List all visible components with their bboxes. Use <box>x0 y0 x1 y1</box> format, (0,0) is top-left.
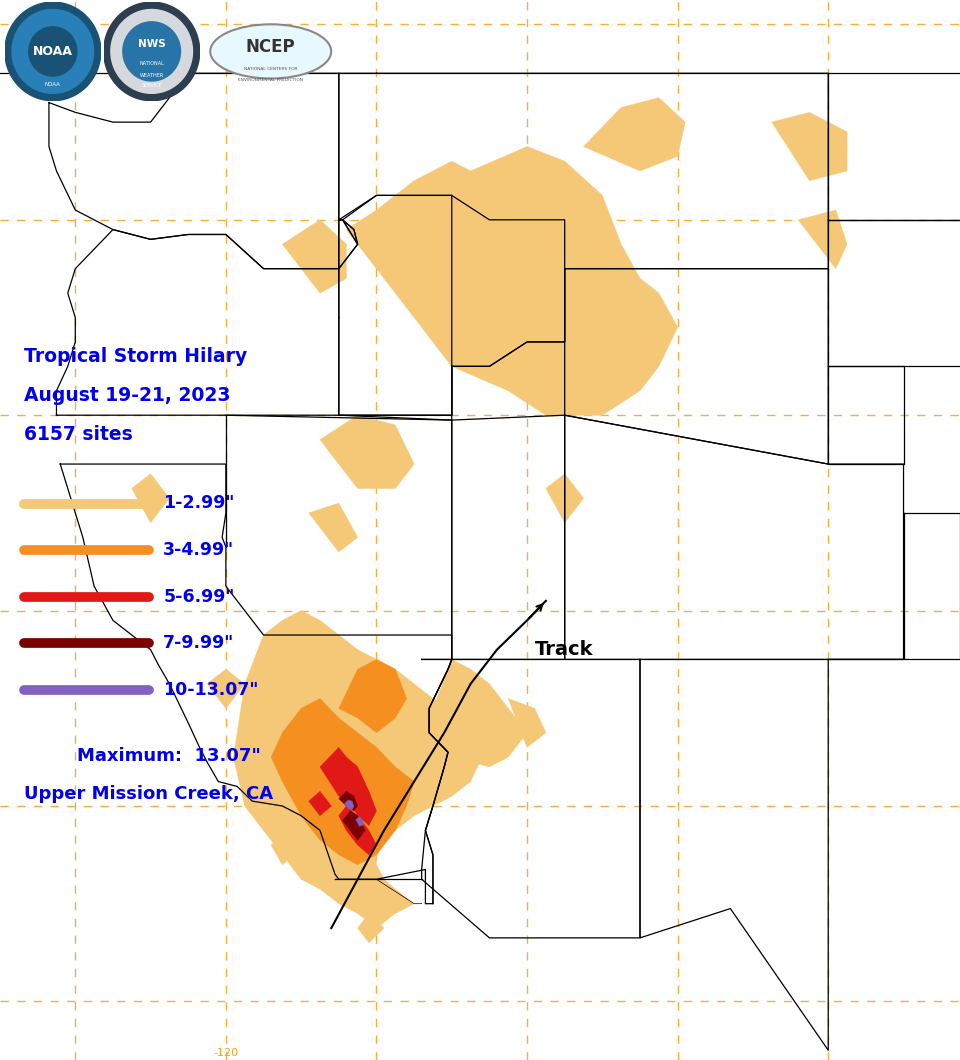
Text: -120: -120 <box>213 1047 238 1058</box>
Text: NOAA: NOAA <box>45 83 60 87</box>
Polygon shape <box>339 792 358 811</box>
Text: 5-6.99": 5-6.99" <box>163 588 234 605</box>
Polygon shape <box>123 22 180 81</box>
Polygon shape <box>356 817 363 827</box>
Text: NCEP: NCEP <box>246 38 296 56</box>
Text: Tropical Storm Hilary: Tropical Storm Hilary <box>24 347 248 366</box>
Text: Upper Mission Creek, CA: Upper Mission Creek, CA <box>24 785 274 803</box>
Polygon shape <box>459 669 497 718</box>
Polygon shape <box>29 26 77 76</box>
Polygon shape <box>339 806 376 854</box>
Text: August 19-21, 2023: August 19-21, 2023 <box>24 386 230 405</box>
Text: SERVICE: SERVICE <box>141 84 162 88</box>
Text: NOAA: NOAA <box>33 45 73 58</box>
Polygon shape <box>207 669 245 708</box>
Polygon shape <box>111 10 192 93</box>
Polygon shape <box>309 792 331 816</box>
Polygon shape <box>320 747 369 811</box>
Polygon shape <box>12 10 94 93</box>
Polygon shape <box>5 2 101 101</box>
Text: NATIONAL: NATIONAL <box>139 61 164 66</box>
Polygon shape <box>271 835 294 865</box>
Text: 6157 sites: 6157 sites <box>24 425 132 444</box>
Polygon shape <box>339 659 407 732</box>
Polygon shape <box>433 659 527 767</box>
Polygon shape <box>343 811 365 841</box>
Polygon shape <box>309 504 358 552</box>
Polygon shape <box>347 781 376 826</box>
Text: Maximum:  13.07": Maximum: 13.07" <box>77 747 261 765</box>
Polygon shape <box>233 611 482 929</box>
Text: 1-2.99": 1-2.99" <box>163 495 234 512</box>
Text: 7-9.99": 7-9.99" <box>163 635 234 652</box>
Polygon shape <box>798 210 847 268</box>
Text: 3-4.99": 3-4.99" <box>163 542 234 559</box>
Polygon shape <box>772 112 847 181</box>
Text: WEATHER: WEATHER <box>139 72 164 77</box>
Polygon shape <box>508 699 546 747</box>
Text: Track: Track <box>535 640 593 659</box>
Polygon shape <box>271 699 414 865</box>
Polygon shape <box>104 2 200 101</box>
Ellipse shape <box>210 24 331 78</box>
Polygon shape <box>345 800 354 810</box>
Polygon shape <box>546 474 584 523</box>
Polygon shape <box>584 98 685 171</box>
Polygon shape <box>320 416 414 489</box>
Text: ENVIRONMENTAL PREDICTION: ENVIRONMENTAL PREDICTION <box>238 78 303 82</box>
Polygon shape <box>132 474 169 523</box>
Text: NWS: NWS <box>138 39 165 49</box>
Polygon shape <box>347 146 678 416</box>
Polygon shape <box>358 914 384 942</box>
Text: NATIONAL CENTERS FOR: NATIONAL CENTERS FOR <box>244 67 298 71</box>
Text: 10-13.07": 10-13.07" <box>163 682 258 699</box>
Polygon shape <box>282 219 347 293</box>
